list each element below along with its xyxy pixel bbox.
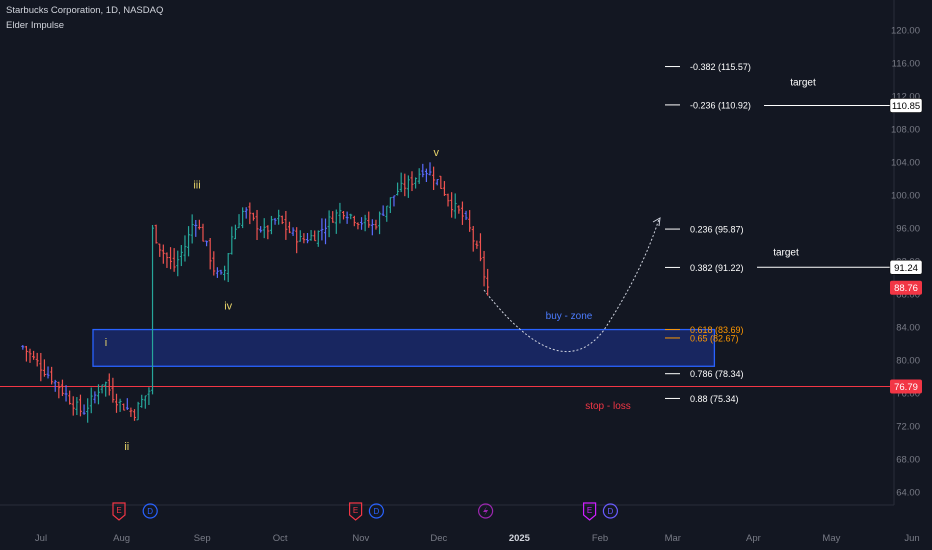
buy-zone-box[interactable] [92, 328, 716, 367]
wave-label-ii: ii [124, 441, 129, 453]
earnings-event-icon[interactable] [583, 502, 597, 521]
dividend-event-letter: D [374, 507, 380, 516]
fib-level-label: -0.236 (110.92) [690, 100, 751, 110]
fib-level-label: 0.786 (78.34) [690, 369, 744, 379]
target-label: target [790, 77, 816, 88]
y-tick-label-68-00: 68.00 [896, 455, 920, 466]
x-tick-label-2025: 2025 [509, 533, 531, 544]
last-price-badge[interactable] [890, 280, 922, 295]
y-tick-label-100-00: 100.00 [891, 191, 920, 202]
dividend-event-letter: D [147, 507, 153, 516]
x-tick-label-dec: Dec [430, 533, 447, 544]
wave-label-iii: iii [193, 179, 200, 191]
x-tick-label-apr: Apr [746, 533, 761, 544]
dividend-event-icon[interactable] [602, 503, 619, 519]
symbol-title[interactable]: Starbucks Corporation, 1D, NASDAQ [6, 5, 164, 16]
wave-label-i: i [105, 337, 107, 349]
stop-loss-label: stop - loss [585, 401, 631, 412]
stop-loss-badge-text: 76.79 [894, 382, 918, 393]
dividend-event-letter: D [608, 507, 614, 516]
target-upper-badge-text: 110.85 [892, 101, 920, 112]
last-price-badge-text: 88.76 [894, 283, 918, 294]
dividend-event-icon[interactable] [368, 503, 384, 519]
x-tick-label-feb: Feb [592, 533, 608, 544]
y-tick-label-116-00: 116.00 [892, 59, 920, 70]
wave-label-iv: iv [224, 301, 232, 313]
y-tick-label-80-00: 80.00 [896, 356, 920, 367]
y-tick-label-84-00: 84.00 [896, 323, 920, 334]
indicator-label[interactable]: Elder Impulse [6, 20, 65, 31]
earnings-event-letter: E [587, 506, 592, 515]
buy-zone-label: buy - zone [546, 311, 593, 322]
fib-level-label: 0.65 (82.67) [690, 333, 739, 343]
fib-level-label: -0.382 (115.57) [690, 62, 751, 72]
split-event-icon[interactable] [478, 503, 494, 519]
stop-loss-badge[interactable] [890, 379, 922, 394]
target-label: target [773, 247, 799, 258]
x-tick-label-jul: Jul [35, 533, 47, 544]
y-tick-label-88-00: 88.00 [896, 290, 920, 301]
x-tick-label-mar: Mar [665, 533, 681, 544]
y-tick-label-76-00: 76.00 [896, 389, 920, 400]
x-tick-label-jun: Jun [904, 533, 919, 544]
earnings-event-icon[interactable] [112, 502, 126, 521]
y-tick-label-96-00: 96.00 [896, 224, 920, 235]
y-tick-label-112-00: 112.00 [892, 92, 920, 103]
x-tick-label-nov: Nov [352, 533, 369, 544]
earnings-event-letter: E [353, 506, 358, 515]
lightning-icon [483, 506, 489, 516]
earnings-event-letter: E [116, 506, 121, 515]
y-tick-label-104-00: 104.00 [891, 158, 920, 169]
y-tick-label-64-00: 64.00 [896, 488, 920, 499]
x-tick-label-oct: Oct [273, 533, 288, 544]
projection-arrowhead [652, 217, 661, 227]
x-tick-label-may: May [822, 533, 840, 544]
y-tick-label-120-00: 120.00 [891, 26, 920, 37]
earnings-event-icon[interactable] [349, 502, 363, 521]
x-tick-label-sep: Sep [194, 533, 211, 544]
fib-level-label: 0.88 (75.34) [690, 394, 739, 404]
target-lower-badge-text: 91.24 [894, 263, 918, 274]
y-tick-label-108-00: 108.00 [891, 125, 920, 136]
target-lower-badge[interactable] [889, 260, 923, 275]
y-tick-label-72-00: 72.00 [896, 422, 920, 433]
wave-label-v: v [433, 147, 439, 159]
fib-level-label: 0.236 (95.87) [690, 225, 744, 235]
projection-path [483, 218, 660, 353]
dividend-event-icon[interactable] [142, 503, 158, 519]
fib-level-label: 0.618 (83.69) [690, 325, 744, 335]
fib-level-label: 0.382 (91.22) [690, 263, 744, 273]
x-tick-label-aug: Aug [113, 533, 130, 544]
target-upper-badge[interactable] [889, 98, 923, 113]
